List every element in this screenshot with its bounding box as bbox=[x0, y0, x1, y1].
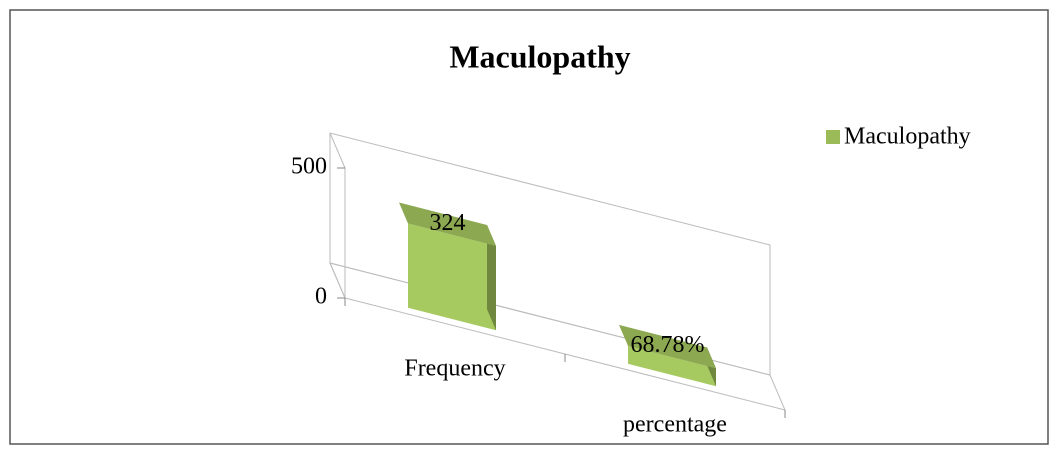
bar-top bbox=[399, 202, 496, 246]
bar-side bbox=[487, 224, 496, 331]
bar bbox=[619, 324, 716, 387]
legend-swatch bbox=[826, 130, 840, 144]
chart-title: Maculopathy bbox=[449, 38, 630, 74]
x-tick-label: Frequency bbox=[404, 356, 505, 382]
legend-label: Maculopathy bbox=[844, 124, 971, 150]
bar-top bbox=[619, 324, 716, 369]
bar bbox=[399, 202, 496, 331]
side-wall bbox=[329, 132, 346, 299]
y-tick-label: 0 bbox=[315, 284, 327, 310]
bar-front bbox=[628, 345, 716, 387]
bar-front bbox=[408, 223, 496, 331]
x-tick-label: percentage bbox=[623, 412, 727, 438]
data-label: 324 bbox=[430, 210, 466, 236]
y-tick-label: 500 bbox=[291, 154, 327, 180]
chart-border bbox=[9, 9, 1049, 445]
data-label: 68.78% bbox=[631, 332, 705, 358]
